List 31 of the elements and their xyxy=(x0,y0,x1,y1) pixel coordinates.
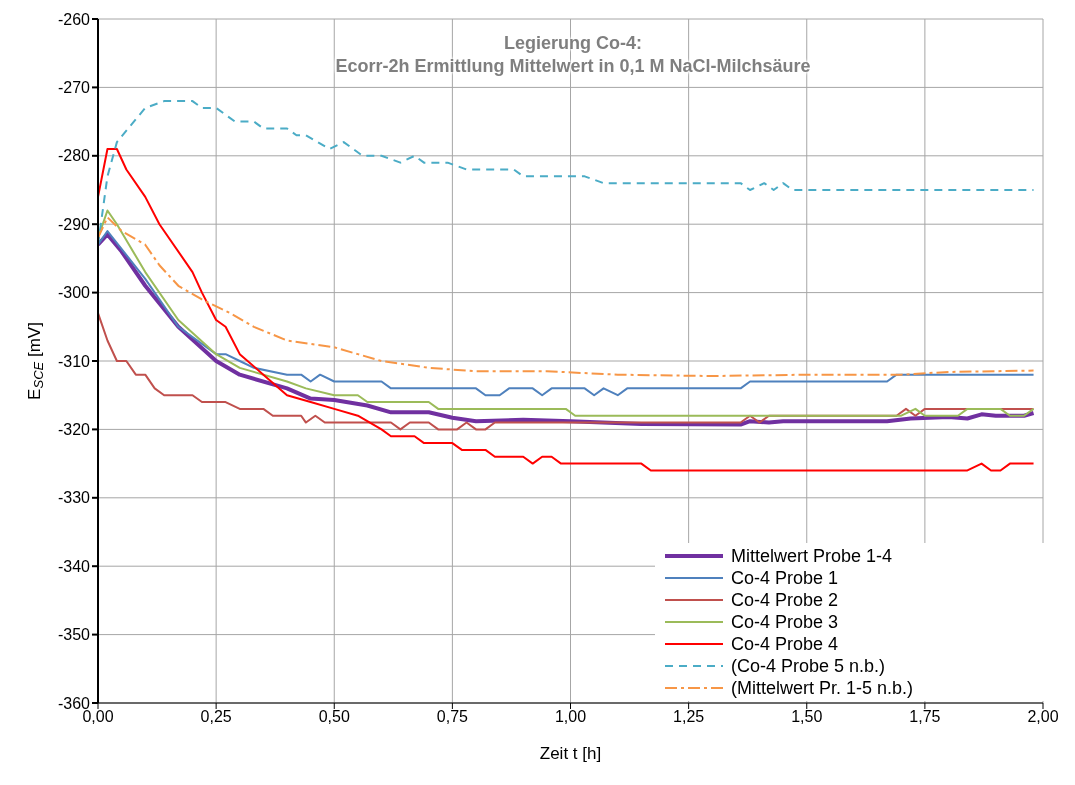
x-tick-label: 0,75 xyxy=(436,708,469,726)
legend-label: Co-4 Probe 4 xyxy=(731,633,839,655)
y-tick-label: -310 xyxy=(57,352,91,370)
legend-label: (Mittelwert Pr. 1-5 n.b.) xyxy=(731,677,914,699)
legend-label: Co-4 Probe 3 xyxy=(731,611,839,633)
y-tick-label: -300 xyxy=(57,284,91,302)
y-tick-label: -330 xyxy=(57,489,91,507)
line-series xyxy=(98,216,1035,378)
legend-label: Mittelwert Probe 1-4 xyxy=(731,545,893,567)
x-tick-label: 1,75 xyxy=(909,708,941,726)
line-series xyxy=(98,209,1035,417)
y-tick-label: -270 xyxy=(57,79,91,97)
x-tick-label: 0,50 xyxy=(318,708,350,726)
y-tick-label: -350 xyxy=(57,626,91,644)
line-series xyxy=(98,230,1035,397)
x-tick-label: 1,00 xyxy=(554,708,587,726)
y-tick-label: -260 xyxy=(57,10,91,28)
x-tick-label: 0,25 xyxy=(200,708,232,726)
legend-label: Co-4 Probe 2 xyxy=(731,589,839,611)
x-tick-label: 2,00 xyxy=(1027,708,1059,726)
legend-label: Co-4 Probe 1 xyxy=(731,567,839,589)
legend-label: (Co-4 Probe 5 n.b.) xyxy=(731,655,886,677)
x-tick-label: 1,25 xyxy=(673,708,705,726)
y-tick-label: -280 xyxy=(57,147,91,165)
x-tick-label: 1,50 xyxy=(791,708,823,726)
y-tick-label: -320 xyxy=(57,421,91,439)
x-axis-title: Zeit t [h] xyxy=(539,744,602,763)
x-tick-label: 0,00 xyxy=(82,708,114,726)
y-tick-label: -340 xyxy=(57,557,91,575)
line-series xyxy=(98,147,1035,472)
y-tick-label: -290 xyxy=(57,215,91,233)
